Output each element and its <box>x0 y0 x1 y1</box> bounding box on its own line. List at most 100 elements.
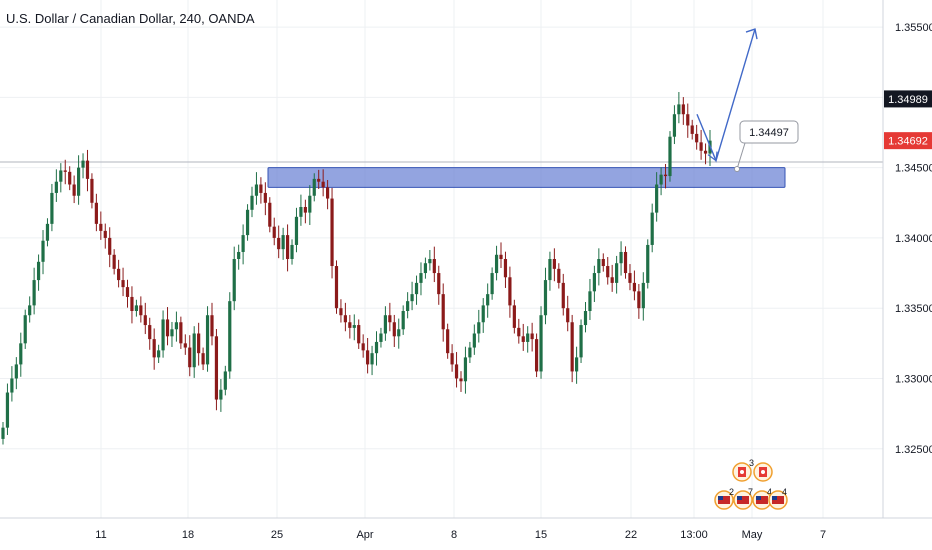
last-price-label: 1.34692 <box>884 132 932 150</box>
candle-body <box>192 333 196 368</box>
y-axis-labels[interactable]: 1.355001.350001.345001.340001.335001.330… <box>895 22 932 456</box>
support-zone-rectangle[interactable] <box>267 167 786 188</box>
event-marker-us-2[interactable]: 2 <box>714 487 734 510</box>
x-tick-label: 22 <box>625 529 637 541</box>
event-marker-us-7[interactable]: 7 <box>733 487 753 510</box>
candle-body <box>121 280 125 288</box>
candle-body <box>139 305 143 316</box>
candle-body <box>19 343 23 365</box>
candle-body <box>610 277 614 283</box>
candle-body <box>361 343 365 351</box>
candle-body <box>637 291 641 309</box>
candle-body <box>370 353 374 365</box>
candle-body <box>530 333 534 340</box>
candle-body <box>374 341 379 354</box>
candle-body <box>406 301 410 312</box>
candle-body <box>557 268 561 283</box>
candle-body <box>28 305 32 316</box>
candle-body <box>677 104 681 115</box>
candle-body <box>672 114 677 137</box>
candle-body <box>303 206 307 213</box>
price-callout[interactable]: 1.34497 <box>734 120 799 173</box>
candle-body <box>401 311 405 330</box>
x-tick-label: May <box>742 529 763 541</box>
chart-title: U.S. Dollar / Canadian Dollar, 240, OAND… <box>6 11 255 26</box>
event-marker-ca[interactable] <box>753 462 773 482</box>
candle-body <box>219 389 223 400</box>
candle-body <box>472 333 476 348</box>
candle-body <box>606 266 610 278</box>
candle-body <box>272 226 276 238</box>
callout-box <box>739 120 799 144</box>
x-axis-labels[interactable]: 11 18 25 Apr 8 15 22 13:00 May 7 <box>95 529 826 541</box>
candle-body <box>477 322 481 334</box>
candle-body <box>432 259 436 274</box>
marker-price-bg <box>884 90 932 108</box>
candle-body <box>108 237 112 255</box>
candle-body <box>468 347 472 358</box>
x-tick-label: 8 <box>451 529 457 541</box>
candle-body <box>54 181 58 193</box>
projection-arrow[interactable] <box>696 28 758 163</box>
candle-body <box>254 184 259 196</box>
candle-body <box>117 268 121 281</box>
candle-body <box>339 308 343 316</box>
candle-body <box>161 319 165 351</box>
candle-body <box>330 198 334 267</box>
event-count-label: 4 <box>782 487 787 497</box>
candle-body <box>134 305 138 312</box>
economic-events[interactable]: 3 2 7 4 4 <box>714 458 788 510</box>
projection-arrowhead <box>745 28 758 40</box>
candle-body <box>450 353 454 365</box>
candle-body <box>379 333 383 342</box>
candle-body <box>437 273 441 295</box>
candle-body <box>125 287 130 297</box>
candle-body <box>615 263 619 283</box>
candle-body <box>174 322 179 330</box>
candle-body <box>36 261 41 281</box>
candle-body <box>179 322 183 344</box>
candle-body <box>575 357 579 372</box>
candle-body <box>343 315 347 323</box>
candle-body <box>68 171 72 185</box>
candle-body <box>285 235 290 259</box>
event-marker-ca-3[interactable]: 3 <box>732 458 754 482</box>
candle-body <box>655 184 659 213</box>
candle-body <box>348 322 352 328</box>
candle-body <box>103 230 107 238</box>
candle-body <box>454 364 459 379</box>
candle-body <box>130 296 134 312</box>
candle-body <box>570 322 574 372</box>
candle-body <box>494 254 499 274</box>
candle-body <box>228 301 232 372</box>
candle-body <box>250 195 254 210</box>
candle-body <box>112 254 116 269</box>
candle-body <box>357 325 361 344</box>
candle-body <box>419 273 423 283</box>
candle-body <box>481 305 485 323</box>
candle-body <box>268 202 272 227</box>
candle-body <box>503 259 508 278</box>
candle-body <box>414 282 419 295</box>
candle-body <box>59 170 63 182</box>
candle-body <box>290 244 294 259</box>
candle-body <box>695 133 699 143</box>
candle-body <box>659 174 663 185</box>
y-tick-label: 1.34500 <box>895 163 932 175</box>
event-marker-us-4b[interactable]: 4 <box>768 487 788 510</box>
candle-body <box>183 343 187 348</box>
candle-body <box>686 114 690 126</box>
last-price-bg <box>884 132 932 150</box>
candle-body <box>459 378 463 382</box>
candle-body <box>94 202 98 224</box>
candle-body <box>210 315 214 337</box>
projection-mid-arrow <box>707 151 718 162</box>
candle-body <box>668 136 672 177</box>
candle-body <box>583 311 588 326</box>
candle-body <box>623 251 628 274</box>
candle-body <box>548 259 552 281</box>
event-count-label: 4 <box>767 487 772 497</box>
candle-body <box>170 329 174 337</box>
candle-body <box>681 104 685 115</box>
